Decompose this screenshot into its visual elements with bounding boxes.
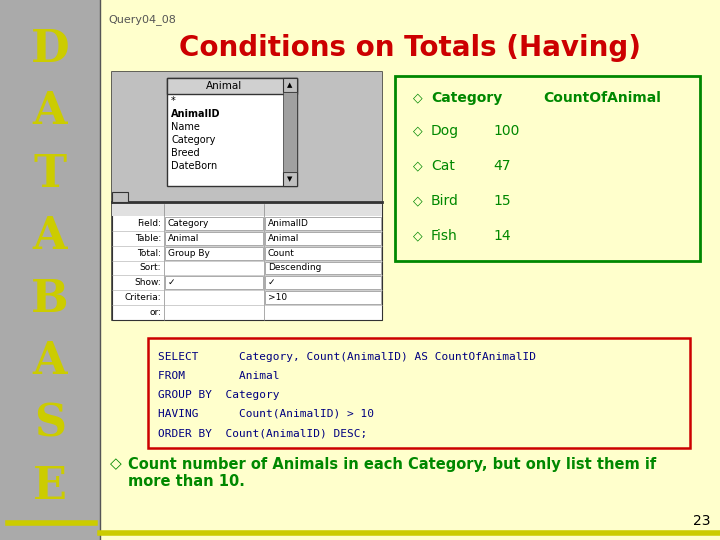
Text: DateBorn: DateBorn <box>171 161 217 171</box>
Text: ◇: ◇ <box>413 230 423 242</box>
Text: Criteria:: Criteria: <box>125 293 161 302</box>
Bar <box>395 76 700 261</box>
Text: Category: Category <box>171 135 215 145</box>
Bar <box>165 247 263 260</box>
Text: Sort:: Sort: <box>140 264 161 273</box>
Bar <box>265 247 381 260</box>
Bar <box>165 232 263 245</box>
Bar <box>265 276 381 289</box>
Bar <box>165 217 263 230</box>
Text: A: A <box>32 215 67 258</box>
Text: ▲: ▲ <box>287 82 293 88</box>
Bar <box>112 204 382 320</box>
Text: 100: 100 <box>493 124 519 138</box>
Text: Animal: Animal <box>168 234 199 243</box>
Bar <box>112 204 382 216</box>
Text: AnimalID: AnimalID <box>171 109 220 119</box>
Text: ◇: ◇ <box>413 125 423 138</box>
Text: ORDER BY  Count(AnimalID) DESC;: ORDER BY Count(AnimalID) DESC; <box>158 428 367 438</box>
Text: CountOfAnimal: CountOfAnimal <box>543 91 661 105</box>
Bar <box>112 72 382 202</box>
Text: 15: 15 <box>493 194 510 208</box>
Bar <box>0 0 100 540</box>
Text: Animal: Animal <box>206 81 242 91</box>
Text: Count: Count <box>268 248 295 258</box>
Bar <box>265 291 381 304</box>
Bar <box>148 338 690 448</box>
Text: 47: 47 <box>493 159 510 173</box>
Text: Category: Category <box>168 219 210 228</box>
Text: A: A <box>32 340 67 383</box>
Text: Category: Category <box>431 91 503 105</box>
Text: ✓: ✓ <box>268 278 276 287</box>
Text: Field:: Field: <box>137 219 161 228</box>
Bar <box>283 172 297 186</box>
Text: ◇: ◇ <box>110 456 122 471</box>
Text: A: A <box>32 90 67 133</box>
Text: Show:: Show: <box>134 278 161 287</box>
Text: Cat: Cat <box>431 159 455 173</box>
Text: Animal: Animal <box>268 234 300 243</box>
Text: B: B <box>31 278 69 321</box>
Text: S: S <box>34 403 66 445</box>
Text: Conditions on Totals (Having): Conditions on Totals (Having) <box>179 34 641 62</box>
Text: GROUP BY  Category: GROUP BY Category <box>158 390 279 400</box>
Text: Group By: Group By <box>168 248 210 258</box>
Bar <box>165 276 263 289</box>
Bar <box>283 92 297 172</box>
Text: FROM        Animal: FROM Animal <box>158 371 279 381</box>
Bar <box>265 217 381 230</box>
Text: ◇: ◇ <box>413 91 423 105</box>
Text: >10: >10 <box>268 293 287 302</box>
Bar <box>167 78 297 186</box>
Bar <box>283 78 297 92</box>
Bar <box>265 261 381 274</box>
Text: Descending: Descending <box>268 264 321 273</box>
Text: ✓: ✓ <box>168 278 176 287</box>
Text: Count number of Animals in each Category, but only list them if: Count number of Animals in each Category… <box>128 456 656 471</box>
Text: SELECT      Category, Count(AnimalID) AS CountOfAnimalID: SELECT Category, Count(AnimalID) AS Coun… <box>158 352 536 362</box>
Text: ◇: ◇ <box>413 194 423 207</box>
Text: Total:: Total: <box>137 248 161 258</box>
Text: ◇: ◇ <box>413 159 423 172</box>
Bar <box>265 232 381 245</box>
Text: T: T <box>33 153 66 195</box>
Text: ▼: ▼ <box>287 176 293 182</box>
Bar <box>112 192 128 202</box>
Bar <box>112 72 382 320</box>
Text: Name: Name <box>171 122 200 132</box>
Text: D: D <box>31 28 69 71</box>
Text: Bird: Bird <box>431 194 459 208</box>
Text: or:: or: <box>149 308 161 317</box>
Text: 23: 23 <box>693 514 710 528</box>
Text: Dog: Dog <box>431 124 459 138</box>
Text: AnimalID: AnimalID <box>268 219 309 228</box>
Bar <box>167 78 297 94</box>
Text: E: E <box>33 465 67 508</box>
Text: *: * <box>171 96 176 106</box>
Text: Table:: Table: <box>135 234 161 243</box>
Text: Fish: Fish <box>431 229 458 243</box>
Text: Breed: Breed <box>171 148 199 158</box>
Text: more than 10.: more than 10. <box>128 475 245 489</box>
Text: Query04_08: Query04_08 <box>108 14 176 25</box>
Text: 14: 14 <box>493 229 510 243</box>
Text: HAVING      Count(AnimalID) > 10: HAVING Count(AnimalID) > 10 <box>158 409 374 419</box>
